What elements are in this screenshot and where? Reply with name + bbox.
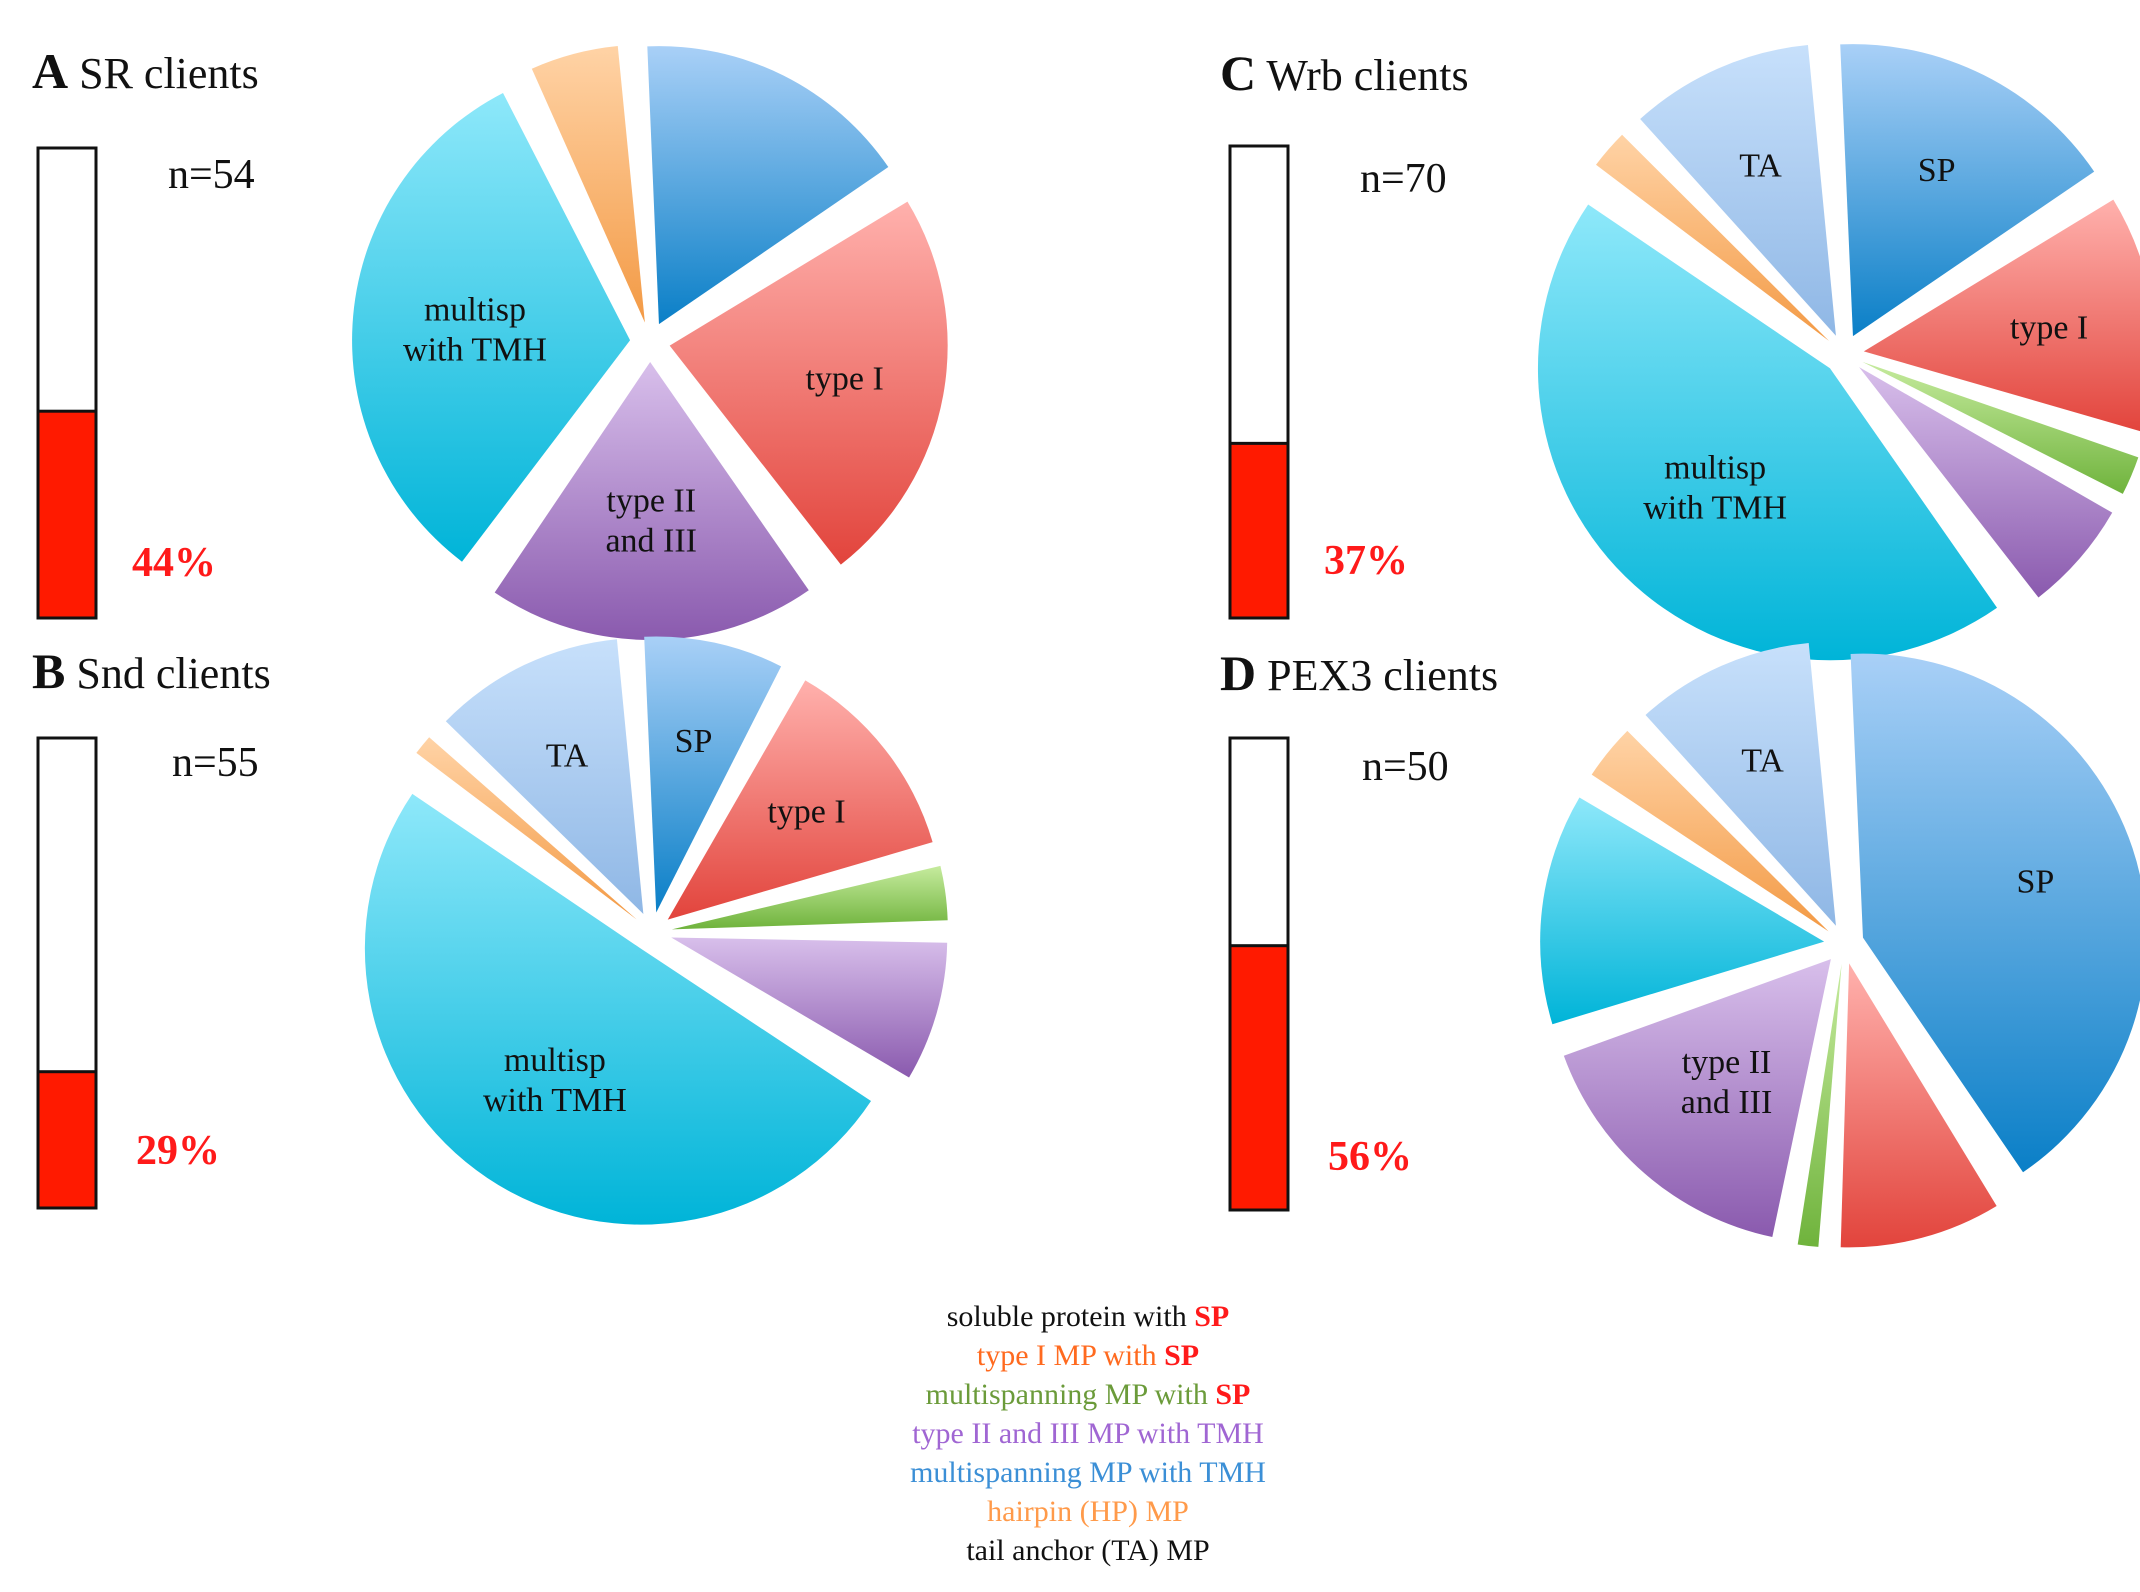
pie-slice-typeII xyxy=(1563,959,1831,1237)
pie-slice-typeII xyxy=(671,937,948,1078)
panel-a: A SR clients n=54 44% type I type II and I… xyxy=(32,43,948,640)
panel-b-percent-bar xyxy=(36,736,98,1210)
panel-d-title: D PEX3 clients xyxy=(1220,645,1498,701)
pie-slice-label: SP xyxy=(2017,863,2055,900)
legend: soluble protein with SP type I MP with SP… xyxy=(910,1300,1266,1567)
pie-slice-label: SP xyxy=(675,723,713,760)
pie-slice-SP xyxy=(1840,44,2095,337)
panel-b-n-label: n=55 xyxy=(172,740,259,786)
pie-slice-typeII xyxy=(494,361,809,640)
pie-slice-SP xyxy=(644,636,782,913)
panel-d: D PEX3 clients n=50 56% SP type II and III… xyxy=(1220,643,2140,1248)
pie-slice-typeI xyxy=(669,201,948,565)
panel-c-n-label: n=70 xyxy=(1360,156,1447,202)
pie-slice-label: type II and III xyxy=(605,483,697,560)
pie-slice-SP xyxy=(647,46,889,325)
pie-slice-TA xyxy=(1645,643,1836,926)
pie-slice-label: multisp with TMH xyxy=(483,1042,627,1119)
panel-b-title-text: Snd clients xyxy=(76,649,270,698)
panel-b-title: B Snd clients xyxy=(32,643,271,699)
pie-slice-HP xyxy=(1591,730,1829,932)
pie-slice-label: type I xyxy=(767,793,845,830)
panel-c-pie: SP type I multisp with TMH TA xyxy=(1537,44,2140,661)
pie-slice-multiSP xyxy=(1862,361,2139,494)
pie-slice-multiSP xyxy=(1797,963,1842,1247)
pie-slice-label: multisp with TMH xyxy=(403,292,547,369)
pie-slice-typeI xyxy=(1840,963,1997,1248)
panel-b-letter: B xyxy=(32,643,65,699)
pie-slice-label: TA xyxy=(1739,148,1782,185)
pie-slice-HP xyxy=(416,737,637,920)
panel-d-pie: SP type II and III TA xyxy=(1540,643,2140,1248)
panel-d-percent-bar xyxy=(1228,736,1290,1212)
bar-fill xyxy=(1228,441,1290,620)
pie-slice-label: TA xyxy=(546,738,589,775)
panel-d-percent-label: 56% xyxy=(1328,1134,1412,1180)
legend-entry: hairpin (HP) MP xyxy=(987,1495,1189,1528)
legend-entry: multispanning MP with TMH xyxy=(910,1456,1266,1489)
panel-c-percent-bar xyxy=(1228,144,1290,620)
panel-a-percent-label: 44% xyxy=(132,540,216,586)
pie-slice-typeI xyxy=(667,680,933,920)
pie-slice-typeII xyxy=(1859,367,2113,598)
pie-slice-TA xyxy=(1640,45,1836,336)
panel-a-n-label: n=54 xyxy=(168,152,255,198)
panel-d-letter: D xyxy=(1220,645,1256,701)
panel-d-n-label: n=50 xyxy=(1362,744,1449,790)
legend-entry: multispanning MP with SP xyxy=(926,1378,1251,1411)
pie-slice-multiTMH xyxy=(364,793,872,1225)
pie-slice-label: SP xyxy=(1918,152,1956,189)
pie-slice-SP xyxy=(1850,653,2140,1173)
bar-fill xyxy=(36,409,98,620)
panel-b-percent-label: 29% xyxy=(136,1128,220,1174)
legend-entry: type II and III MP with TMH xyxy=(912,1417,1264,1450)
panel-b-pie: SP type I multisp with TMH TA xyxy=(364,636,948,1225)
panel-b: B Snd clients n=55 29% SP type I multisp wi… xyxy=(32,636,948,1225)
pie-slice-label: multisp with TMH xyxy=(1643,450,1787,527)
panel-a-percent-bar xyxy=(36,146,98,620)
bar-fill xyxy=(1228,944,1290,1212)
pie-slice-TA xyxy=(445,639,644,914)
panel-d-title-text: PEX3 clients xyxy=(1267,651,1498,700)
panel-a-title: A SR clients xyxy=(32,43,259,99)
panel-c: C Wrb clients n=70 37% SP type I multisp wi… xyxy=(1220,44,2140,661)
pie-slice-multiTMH xyxy=(1537,204,1998,661)
panel-c-title-text: Wrb clients xyxy=(1266,51,1468,100)
legend-entry: type I MP with SP xyxy=(977,1339,1199,1372)
legend-entry: soluble protein with SP xyxy=(947,1300,1230,1333)
pie-slice-label: TA xyxy=(1741,742,1784,779)
pie-slice-label: type I xyxy=(2010,310,2088,347)
pie-slice-multiTMH xyxy=(352,92,631,562)
pie-slice-multiTMH xyxy=(1540,797,1825,1025)
pie-slice-multiSP xyxy=(671,865,948,930)
pie-slice-HP xyxy=(531,45,645,323)
bar-fill xyxy=(36,1070,98,1210)
panel-c-title: C Wrb clients xyxy=(1220,45,1469,101)
panel-a-title-text: SR clients xyxy=(79,49,259,98)
legend-entry: tail anchor (TA) MP xyxy=(966,1534,1209,1567)
pie-slice-label: type II and III xyxy=(1681,1044,1773,1121)
pie-slice-typeI xyxy=(1863,199,2140,432)
panel-c-letter: C xyxy=(1220,45,1256,101)
pie-slice-label: type I xyxy=(805,361,883,398)
panel-a-letter: A xyxy=(32,43,68,99)
panel-c-percent-label: 37% xyxy=(1324,538,1408,584)
panel-a-pie: type I type II and III multisp with TMH xyxy=(352,45,948,640)
pie-slice-HP xyxy=(1596,134,1829,341)
